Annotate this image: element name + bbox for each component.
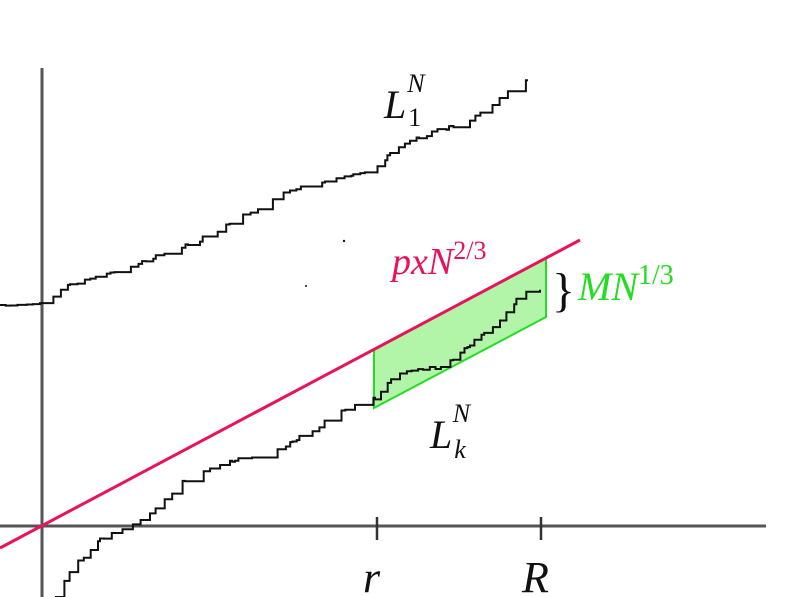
bottom-curve-label: LkN [429,399,472,464]
tick-label: r [363,553,381,597]
brace: } [552,264,575,317]
top-curve [0,79,528,307]
tick-label: R [521,553,549,597]
tangent-line [0,238,581,550]
dot [342,239,346,243]
window-label: MN1/3 [577,260,674,309]
bottom-curve [55,289,541,597]
line-label: pxN2/3 [389,236,486,283]
top-curve-label: L1N [383,69,426,132]
dot [305,285,307,287]
